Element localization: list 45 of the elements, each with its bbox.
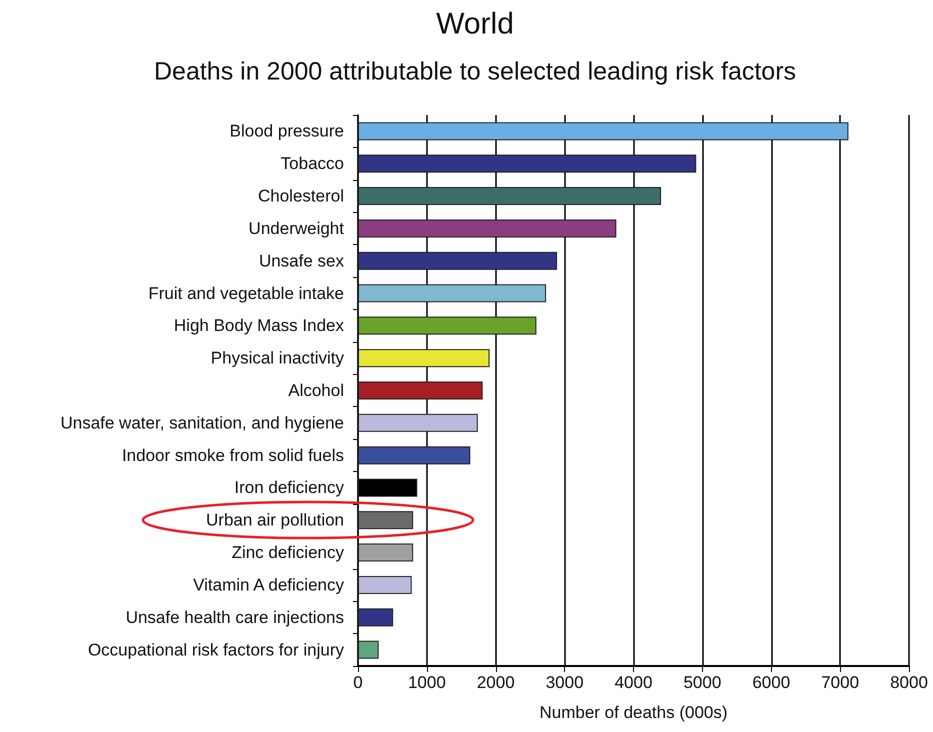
x-tick-label: 0 [353, 673, 363, 692]
y-tick-label: Cholesterol [258, 186, 344, 206]
x-tick-label: 2000 [476, 673, 515, 692]
y-tick-label: Tobacco [280, 154, 344, 174]
bar [358, 252, 558, 270]
x-tick-label: 5000 [683, 673, 722, 692]
y-tick-label: High Body Mass Index [174, 316, 344, 336]
y-tick-label: Alcohol [288, 381, 344, 400]
x-tick-label: 6000 [752, 673, 790, 692]
y-tick-label: Unsafe water, sanitation, and hygiene [60, 413, 344, 432]
bar [358, 446, 470, 464]
chart-title: World [436, 8, 514, 40]
bar [358, 576, 412, 594]
x-tick-label: 1000 [408, 673, 446, 692]
bar [358, 154, 696, 173]
x-tick-label: 8000 [890, 673, 928, 692]
bar [358, 382, 483, 400]
bar [358, 122, 848, 140]
bar [358, 414, 478, 432]
y-tick-label: Zinc deficiency [232, 543, 344, 562]
bar [358, 316, 536, 335]
bar [358, 187, 662, 206]
y-tick-label: Unsafe health care injections [126, 608, 344, 627]
x-tick-label: 7000 [821, 673, 860, 692]
y-tick-label: Urban air pollution [206, 510, 344, 530]
y-tick-label: Iron deficiency [234, 478, 344, 498]
y-tick-label: Fruit and vegetable intake [148, 284, 344, 303]
chart-subtitle: Deaths in 2000 attributable to selected leading risk factors [154, 58, 796, 86]
y-tick-label: Occupational risk factors for injury [88, 640, 344, 660]
y-tick-label: Indoor smoke from solid fuels [122, 446, 344, 465]
bar [358, 284, 546, 302]
y-tick-label: Underweight [248, 218, 344, 238]
y-tick-label: Vitamin A deficiency [193, 575, 344, 594]
bar [358, 608, 394, 626]
bar [358, 511, 414, 530]
bar [358, 640, 379, 659]
bar [358, 544, 414, 562]
bar [358, 349, 490, 368]
y-tick-label: Physical inactivity [210, 348, 344, 368]
x-axis-title: Number of deaths (000s) [539, 703, 728, 722]
x-tick-label: 4000 [614, 673, 652, 692]
y-tick-label: Blood pressure [230, 122, 344, 141]
bar [358, 219, 616, 238]
x-tick-label: 3000 [546, 673, 584, 692]
y-tick-label: Unsafe sex [258, 251, 344, 270]
